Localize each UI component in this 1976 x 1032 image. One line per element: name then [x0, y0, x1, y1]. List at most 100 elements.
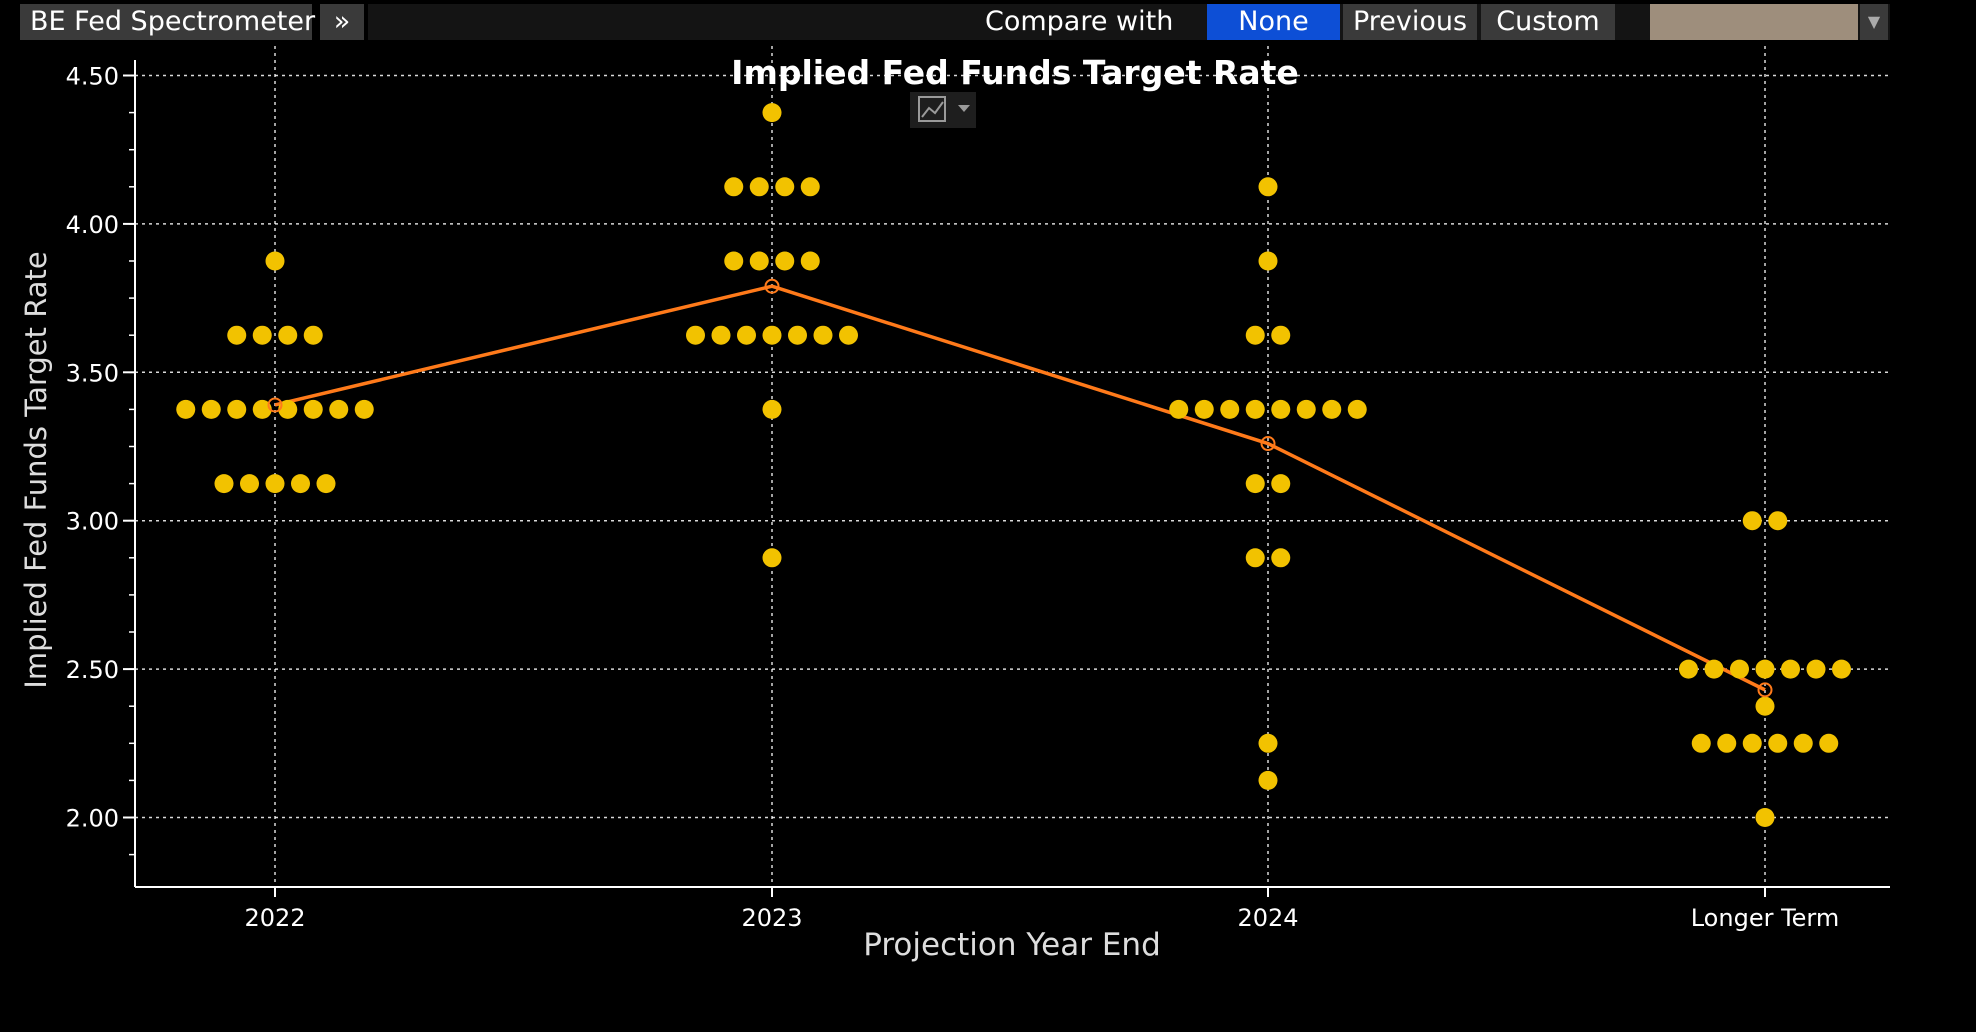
projection-dot [1271, 399, 1291, 419]
projection-dot [1194, 399, 1214, 419]
x-tick-label: 2024 [1237, 904, 1298, 932]
projection-dot [686, 325, 705, 345]
projection-dot [1691, 733, 1711, 753]
projection-dot [1768, 733, 1788, 753]
y-tick-label: 4.50 [66, 63, 119, 91]
y-axis-title: Implied Fed Funds Target Rate [19, 251, 53, 688]
projection-dot [1271, 548, 1291, 568]
projection-dot [788, 325, 807, 345]
grid [135, 46, 1890, 887]
projection-dot [354, 399, 374, 419]
projection-dot [1742, 511, 1762, 531]
compare-previous-button[interactable]: Previous [1343, 4, 1477, 40]
projection-dot [762, 103, 782, 123]
projection-dot [762, 548, 782, 568]
projection-dot [1258, 251, 1278, 271]
projection-dot [1245, 548, 1265, 568]
y-tick-label: 2.50 [66, 656, 119, 684]
chart-type-button[interactable] [910, 92, 976, 128]
projection-dot [176, 399, 196, 419]
x-tick-labels: 2022 2023 2024 Longer Term [244, 904, 1839, 932]
projection-dot [1768, 511, 1788, 531]
projection-dot [201, 399, 221, 419]
projection-dot [278, 325, 298, 345]
projection-dot [813, 325, 833, 345]
projection-dot [1245, 474, 1265, 494]
projection-dot [1220, 399, 1240, 419]
projection-dot [749, 177, 769, 197]
projection-dot [227, 325, 247, 345]
projection-dot [252, 325, 272, 345]
projection-dot [1832, 659, 1851, 679]
projection-dot [1258, 177, 1278, 197]
projection-dot [800, 251, 820, 271]
compare-custom-button[interactable]: Custom [1481, 4, 1615, 40]
projection-dot [1347, 399, 1367, 419]
projection-dot [800, 177, 820, 197]
projection-dot [1704, 659, 1724, 679]
app-title[interactable]: BE Fed Spectrometer [20, 4, 315, 40]
x-tick-label: 2023 [741, 904, 802, 932]
projection-dot [265, 474, 285, 494]
y-tick-labels: 2.00 2.50 3.00 3.50 4.00 4.50 [66, 63, 119, 833]
toolbar: BE Fed Spectrometer » Compare with None … [0, 0, 1976, 42]
median-series [274, 284, 1766, 692]
projection-dot [1717, 733, 1737, 753]
projection-dot [1781, 659, 1800, 679]
projection-dot [1258, 733, 1278, 753]
line-chart-icon[interactable] [918, 96, 946, 122]
projection-dot [303, 399, 323, 419]
projection-dot [1169, 399, 1189, 419]
x-tick-label: Longer Term [1691, 904, 1840, 932]
compare-none-button[interactable]: None [1207, 4, 1340, 40]
median-point [1757, 682, 1773, 698]
chart-title: Implied Fed Funds Target Rate [731, 53, 1299, 92]
chevron-down-icon[interactable] [958, 105, 970, 112]
y-tick-label: 2.00 [66, 805, 119, 833]
line-chart-icon-glyph [921, 101, 944, 118]
projection-dot [1245, 399, 1265, 419]
projection-dot [278, 399, 298, 419]
projection-dot [1755, 808, 1775, 827]
dots-series [176, 103, 1851, 827]
projection-dot [762, 399, 782, 419]
projection-dot [1296, 399, 1316, 419]
projection-dot [1806, 659, 1826, 679]
projection-dot [1755, 659, 1775, 679]
toolbar-strip [368, 4, 1890, 40]
median-point [1260, 436, 1276, 452]
projection-dot [1755, 696, 1775, 716]
projection-dot [1793, 733, 1813, 753]
projection-dot [1271, 325, 1291, 345]
projection-dot [1271, 474, 1291, 494]
projection-dot [1819, 733, 1839, 753]
projection-dot [711, 325, 731, 345]
y-tick-label: 3.00 [66, 508, 119, 536]
projection-dot [1245, 325, 1265, 345]
chevron-double-right-icon[interactable]: » [320, 4, 364, 40]
projection-dot [737, 325, 756, 345]
projection-dot [839, 325, 858, 345]
projection-dot [775, 177, 795, 197]
median-point [764, 278, 780, 294]
projection-dot [252, 399, 272, 419]
compare-with-label: Compare with [985, 6, 1174, 37]
projection-dot [329, 399, 349, 419]
projection-dot [1322, 399, 1342, 419]
median-line [274, 284, 1766, 692]
y-tick-label: 3.50 [66, 359, 119, 387]
projection-dot [724, 251, 744, 271]
x-tick-label: 2022 [244, 904, 305, 932]
projection-dot [291, 474, 310, 494]
projection-dot [762, 325, 782, 345]
projection-dot [316, 474, 336, 494]
projection-dot [749, 251, 769, 271]
projection-dot [265, 251, 285, 271]
projection-dot [1742, 733, 1762, 753]
chevron-down-icon[interactable]: ▼ [1860, 4, 1888, 40]
color-swatch[interactable] [1650, 4, 1858, 40]
projection-dot [775, 251, 795, 271]
projection-dot [1679, 659, 1698, 679]
projection-dot [227, 399, 247, 419]
